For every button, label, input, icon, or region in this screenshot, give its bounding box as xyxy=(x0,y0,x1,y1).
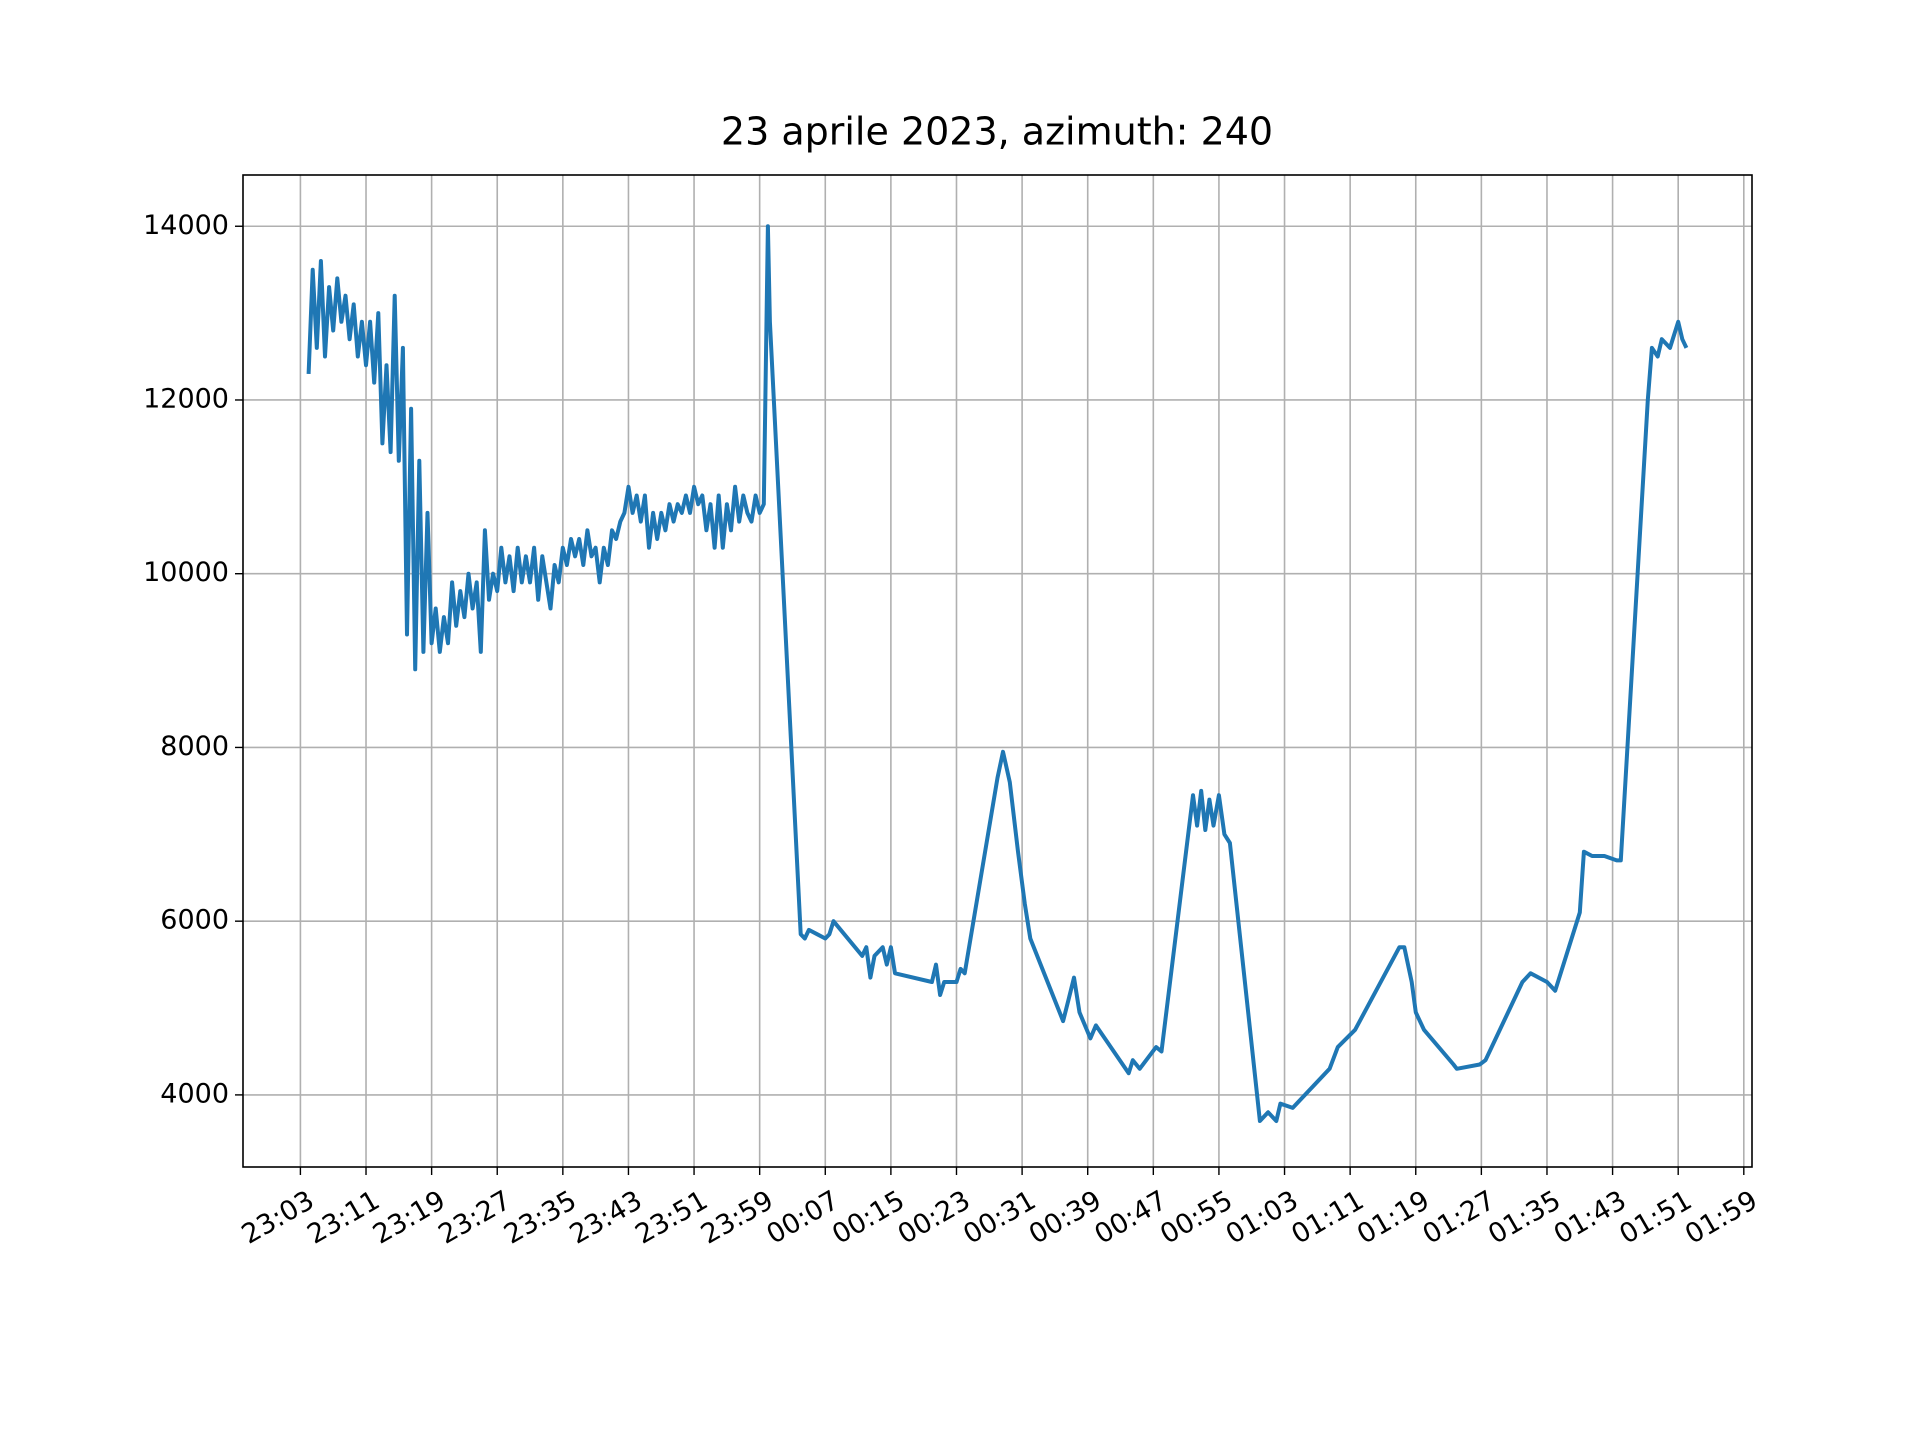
y-tick-label: 8000 xyxy=(160,731,229,762)
x-tick-label: 23:19 xyxy=(368,1185,451,1251)
x-tick-label: 01:03 xyxy=(1221,1185,1304,1251)
plot-frame xyxy=(242,174,1753,1168)
x-tick-label: 00:47 xyxy=(1090,1185,1173,1251)
x-tick-label: 23:27 xyxy=(433,1185,516,1251)
x-tick-label: 23:59 xyxy=(696,1185,779,1251)
y-tick-label: 4000 xyxy=(160,1078,229,1109)
x-tick-label: 01:43 xyxy=(1549,1185,1632,1251)
x-tick-label: 00:23 xyxy=(893,1185,976,1251)
x-tick-label: 01:59 xyxy=(1680,1185,1763,1251)
x-tick-label: 23:35 xyxy=(499,1185,582,1251)
y-tick-label: 14000 xyxy=(143,210,229,241)
data-line xyxy=(306,224,1689,1123)
x-tick-label: 01:11 xyxy=(1286,1185,1369,1251)
x-tick-label: 00:39 xyxy=(1024,1185,1107,1251)
x-tick-label: 01:51 xyxy=(1614,1185,1697,1251)
x-tick-label: 23:43 xyxy=(565,1185,648,1251)
x-tick-label: 00:31 xyxy=(958,1185,1041,1251)
x-tick-label: 00:55 xyxy=(1155,1185,1238,1251)
x-tick-label: 01:35 xyxy=(1483,1185,1566,1251)
x-tick-label: 00:15 xyxy=(827,1185,910,1251)
x-tick-label: 00:07 xyxy=(761,1185,844,1251)
y-tick-label: 12000 xyxy=(143,383,229,414)
x-tick-label: 23:51 xyxy=(630,1185,713,1251)
y-tick-label: 6000 xyxy=(160,905,229,936)
y-tick-label: 10000 xyxy=(143,557,229,588)
x-tick-label: 23:11 xyxy=(302,1185,385,1251)
x-tick-label: 23:03 xyxy=(237,1185,320,1251)
x-tick-label: 01:27 xyxy=(1418,1185,1501,1251)
chart-title: 23 aprile 2023, azimuth: 240 xyxy=(721,110,1273,154)
x-tick-label: 01:19 xyxy=(1352,1185,1435,1251)
